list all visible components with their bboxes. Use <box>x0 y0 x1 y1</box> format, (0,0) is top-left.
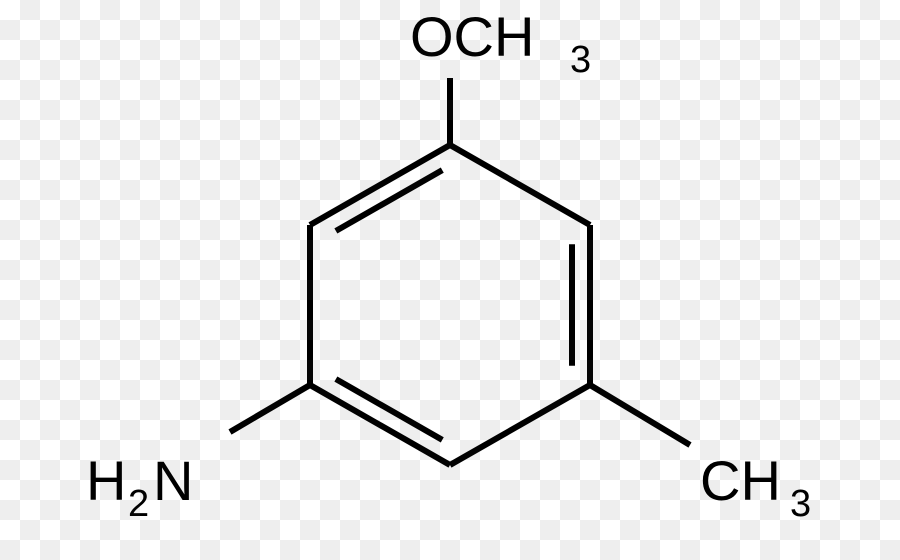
atom-label: N <box>153 449 193 512</box>
atom-subscript: 3 <box>790 483 811 525</box>
bond <box>450 385 590 465</box>
atom-subscript: 2 <box>128 483 149 525</box>
bond <box>310 385 450 465</box>
molecule-diagram: OCH3CH3H2N <box>0 0 900 560</box>
atom-label: OCH <box>410 5 534 68</box>
substituent-layer <box>230 78 690 445</box>
atom-label: CH <box>700 449 781 512</box>
bond <box>310 145 450 225</box>
atom-label: H <box>86 449 126 512</box>
bond <box>590 385 690 445</box>
bond <box>450 145 590 225</box>
bond <box>230 385 310 432</box>
bonds-layer <box>310 145 590 465</box>
atom-subscript: 3 <box>570 39 591 81</box>
